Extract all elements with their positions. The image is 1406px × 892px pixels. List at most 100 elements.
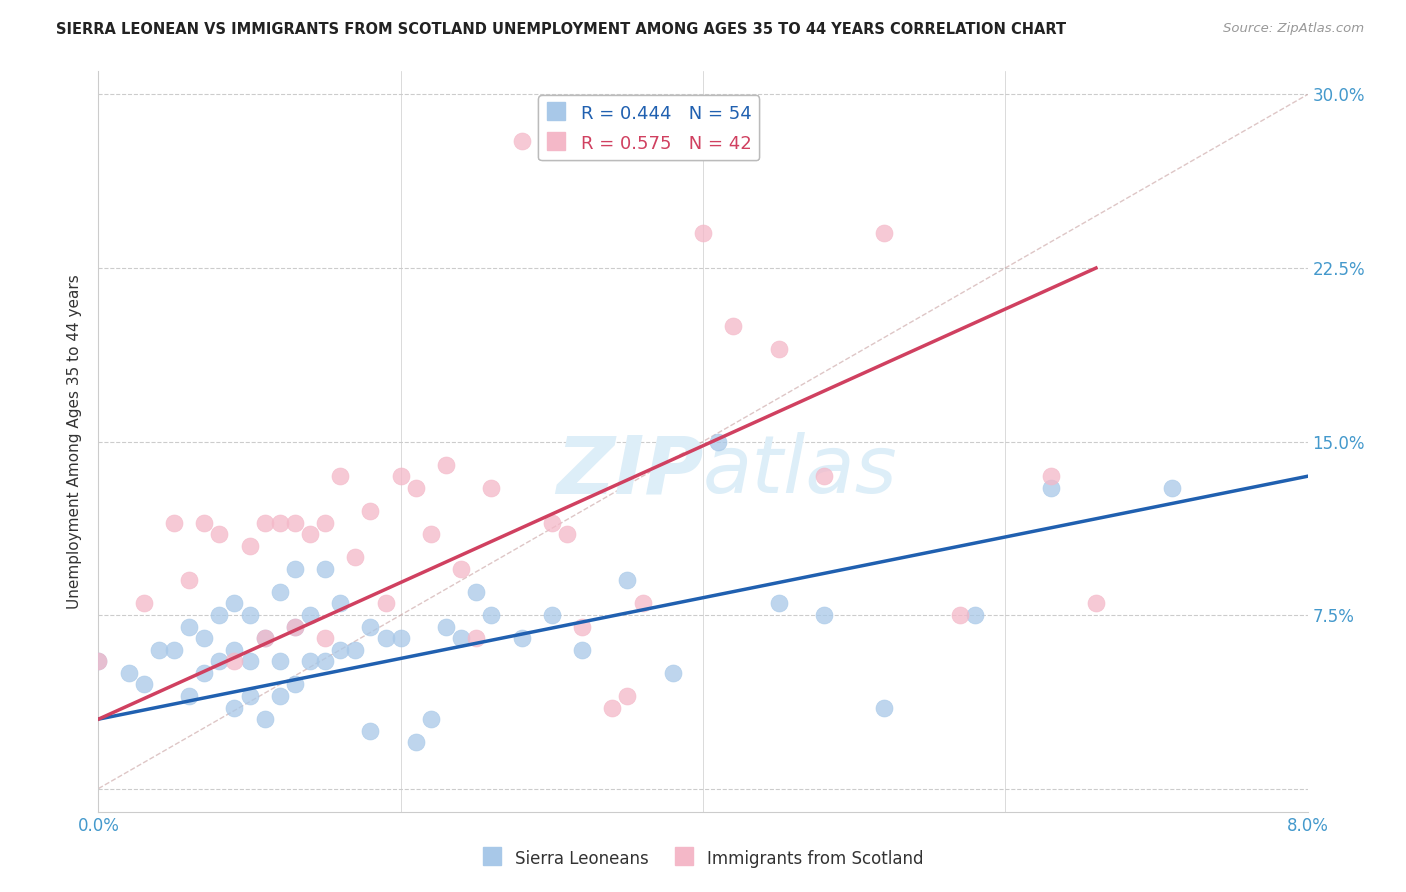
Point bbox=[208, 608, 231, 623]
Legend: R = 0.444   N = 54, R = 0.575   N = 42: R = 0.444 N = 54, R = 0.575 N = 42 bbox=[538, 95, 759, 161]
Point bbox=[179, 619, 201, 633]
Point bbox=[540, 608, 562, 623]
Point bbox=[132, 597, 155, 611]
Point bbox=[314, 654, 336, 668]
Point bbox=[707, 434, 730, 449]
Point bbox=[253, 516, 276, 530]
Point bbox=[148, 642, 170, 657]
Point bbox=[239, 689, 262, 703]
Point bbox=[299, 527, 322, 541]
Legend: Sierra Leoneans, Immigrants from Scotland: Sierra Leoneans, Immigrants from Scotlan… bbox=[475, 842, 931, 875]
Point bbox=[87, 654, 110, 668]
Point bbox=[118, 665, 141, 680]
Point bbox=[193, 631, 215, 645]
Point bbox=[450, 631, 472, 645]
Point bbox=[465, 631, 488, 645]
Point bbox=[208, 527, 231, 541]
Point bbox=[269, 689, 291, 703]
Point bbox=[269, 516, 291, 530]
Point bbox=[965, 608, 987, 623]
Point bbox=[405, 735, 427, 749]
Point bbox=[813, 469, 835, 483]
Point bbox=[434, 619, 457, 633]
Point bbox=[299, 654, 322, 668]
Point bbox=[239, 539, 262, 553]
Point bbox=[374, 597, 396, 611]
Point bbox=[193, 516, 215, 530]
Point bbox=[420, 712, 443, 726]
Point bbox=[208, 654, 231, 668]
Point bbox=[389, 469, 412, 483]
Point bbox=[434, 458, 457, 472]
Point bbox=[132, 677, 155, 691]
Point bbox=[163, 516, 186, 530]
Point bbox=[344, 642, 367, 657]
Point bbox=[299, 608, 322, 623]
Point bbox=[692, 227, 714, 241]
Point bbox=[253, 631, 276, 645]
Point bbox=[450, 562, 472, 576]
Point bbox=[873, 700, 896, 714]
Point bbox=[540, 516, 562, 530]
Point bbox=[661, 665, 683, 680]
Point bbox=[555, 527, 578, 541]
Point bbox=[329, 469, 352, 483]
Point bbox=[389, 631, 412, 645]
Point bbox=[224, 597, 246, 611]
Point bbox=[284, 516, 307, 530]
Y-axis label: Unemployment Among Ages 35 to 44 years: Unemployment Among Ages 35 to 44 years bbox=[67, 274, 83, 609]
Point bbox=[284, 619, 307, 633]
Point bbox=[616, 689, 638, 703]
Point bbox=[481, 608, 503, 623]
Point bbox=[602, 700, 624, 714]
Point bbox=[224, 642, 246, 657]
Point bbox=[329, 642, 352, 657]
Point bbox=[314, 562, 336, 576]
Point bbox=[253, 631, 276, 645]
Point bbox=[360, 619, 382, 633]
Point bbox=[284, 619, 307, 633]
Text: ZIP: ZIP bbox=[555, 432, 703, 510]
Point bbox=[768, 597, 790, 611]
Point bbox=[360, 723, 382, 738]
Point bbox=[1039, 469, 1062, 483]
Point bbox=[481, 481, 503, 495]
Point bbox=[239, 608, 262, 623]
Point bbox=[329, 597, 352, 611]
Point bbox=[87, 654, 110, 668]
Point bbox=[269, 585, 291, 599]
Point bbox=[224, 700, 246, 714]
Point bbox=[873, 227, 896, 241]
Point bbox=[768, 342, 790, 356]
Point bbox=[631, 597, 654, 611]
Point bbox=[813, 608, 835, 623]
Point bbox=[269, 654, 291, 668]
Point bbox=[1085, 597, 1108, 611]
Point bbox=[465, 585, 488, 599]
Point bbox=[571, 619, 593, 633]
Point bbox=[253, 712, 276, 726]
Point bbox=[239, 654, 262, 668]
Point bbox=[179, 689, 201, 703]
Point bbox=[616, 574, 638, 588]
Point bbox=[405, 481, 427, 495]
Point bbox=[949, 608, 972, 623]
Text: atlas: atlas bbox=[703, 432, 898, 510]
Point bbox=[1039, 481, 1062, 495]
Point bbox=[314, 631, 336, 645]
Point bbox=[420, 527, 443, 541]
Point bbox=[344, 550, 367, 565]
Point bbox=[723, 318, 745, 333]
Point bbox=[284, 677, 307, 691]
Point bbox=[163, 642, 186, 657]
Point bbox=[1160, 481, 1182, 495]
Text: SIERRA LEONEAN VS IMMIGRANTS FROM SCOTLAND UNEMPLOYMENT AMONG AGES 35 TO 44 YEAR: SIERRA LEONEAN VS IMMIGRANTS FROM SCOTLA… bbox=[56, 22, 1066, 37]
Point bbox=[510, 631, 533, 645]
Point bbox=[571, 642, 593, 657]
Point bbox=[510, 134, 533, 148]
Point bbox=[179, 574, 201, 588]
Point bbox=[224, 654, 246, 668]
Point bbox=[360, 504, 382, 518]
Point bbox=[284, 562, 307, 576]
Point bbox=[314, 516, 336, 530]
